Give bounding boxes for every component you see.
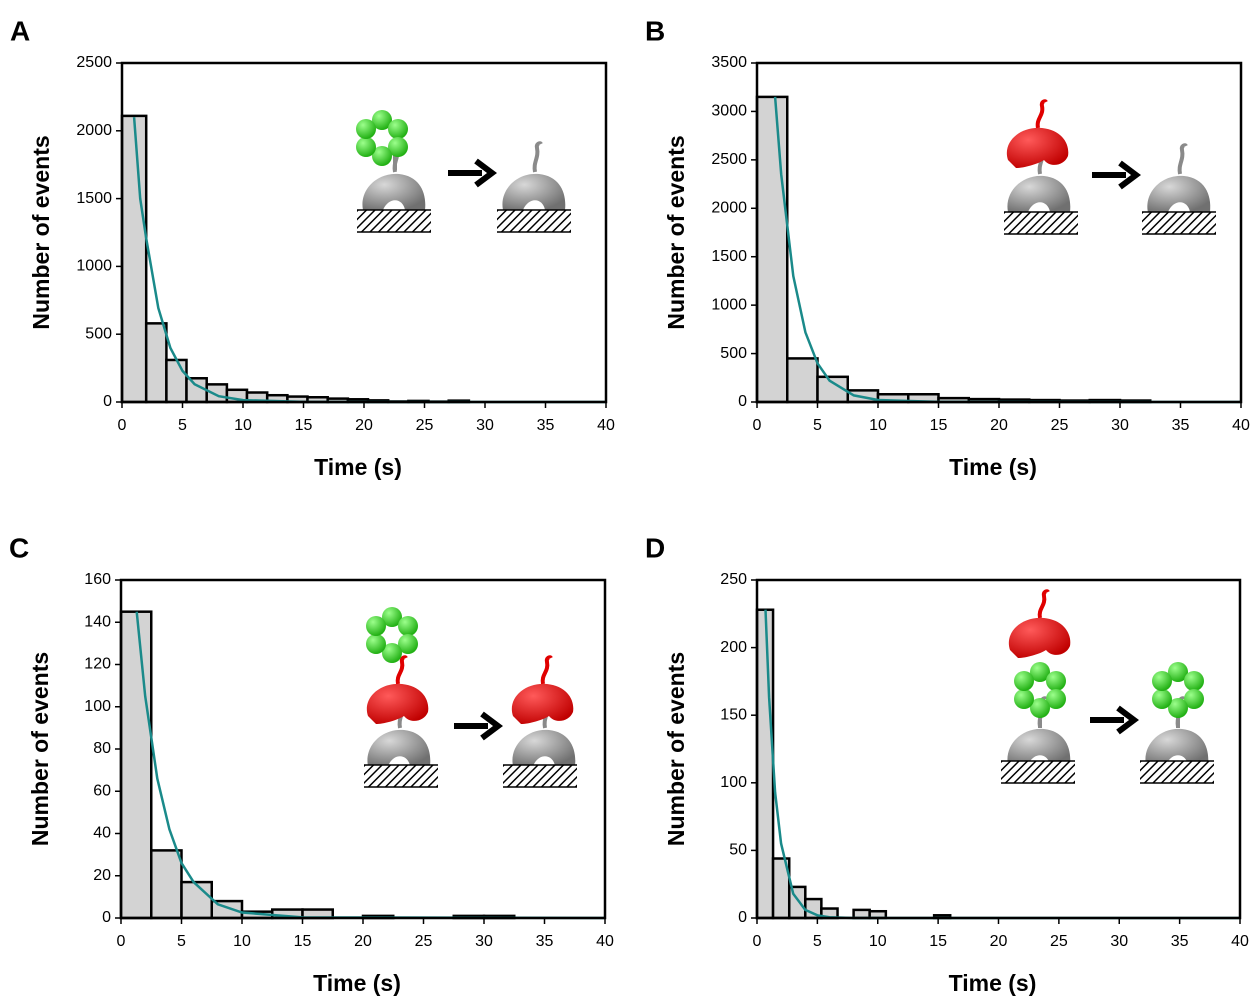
y-tick-label: 1000: [76, 258, 112, 275]
x-tick-label: 10: [233, 933, 251, 950]
x-tick-label: 15: [294, 933, 312, 950]
histogram-bar: [207, 384, 227, 402]
histogram-bar: [151, 850, 181, 918]
y-tick-label: 3000: [711, 103, 747, 120]
panel-label: B: [645, 15, 665, 46]
x-tick-label: 10: [234, 417, 252, 434]
y-tick-label: 100: [84, 698, 111, 715]
x-tick-label: 30: [1110, 933, 1128, 950]
y-tick-label: 150: [720, 706, 747, 723]
fit-curve: [775, 97, 1241, 402]
histogram-bar: [121, 612, 151, 918]
x-tick-label: 0: [753, 417, 762, 434]
schematic-a: [356, 110, 571, 232]
y-tick-label: 0: [738, 909, 747, 926]
y-tick-label: 60: [93, 782, 111, 799]
x-tick-label: 35: [537, 417, 555, 434]
x-tick-label: 40: [596, 933, 614, 950]
x-axis-label: Time (s): [313, 970, 401, 996]
x-tick-label: 40: [1231, 933, 1249, 950]
x-tick-label: 35: [1172, 417, 1190, 434]
x-tick-label: 30: [476, 417, 494, 434]
x-tick-label: 10: [869, 933, 887, 950]
x-tick-label: 5: [177, 933, 186, 950]
histogram-bar: [182, 882, 212, 918]
x-tick-label: 5: [813, 933, 822, 950]
x-tick-label: 20: [354, 933, 372, 950]
y-tick-label: 160: [84, 571, 111, 588]
histogram-bar: [757, 610, 773, 918]
x-tick-label: 5: [178, 417, 187, 434]
x-tick-label: 30: [1111, 417, 1129, 434]
y-tick-label: 20: [93, 867, 111, 884]
y-tick-label: 140: [84, 613, 111, 630]
chart-panel: A 0 5 10 15 20 25 30 35 40 0 500 1000 1500 2000 2500 Tim…: [10, 15, 615, 480]
x-tick-label: 20: [355, 417, 373, 434]
y-tick-label: 0: [102, 909, 111, 926]
y-tick-label: 500: [85, 325, 112, 342]
histogram-bar: [186, 378, 206, 402]
y-tick-label: 50: [729, 842, 747, 859]
x-tick-label: 30: [475, 933, 493, 950]
y-tick-label: 3500: [711, 54, 747, 71]
x-tick-label: 20: [990, 933, 1008, 950]
x-tick-label: 35: [1171, 933, 1189, 950]
y-tick-label: 1000: [711, 296, 747, 313]
x-tick-label: 15: [295, 417, 313, 434]
x-tick-label: 5: [813, 417, 822, 434]
y-tick-label: 0: [103, 393, 112, 410]
y-tick-label: 500: [720, 345, 747, 362]
x-tick-label: 15: [930, 417, 948, 434]
schematic-b: [1004, 101, 1216, 234]
panel-label: C: [9, 532, 29, 563]
y-tick-label: 1500: [711, 248, 747, 265]
x-tick-label: 25: [415, 933, 433, 950]
x-tick-label: 25: [416, 417, 434, 434]
y-tick-label: 40: [93, 825, 111, 842]
y-tick-label: 2000: [76, 122, 112, 139]
x-tick-label: 20: [990, 417, 1008, 434]
x-tick-label: 25: [1051, 417, 1069, 434]
x-axis-label: Time (s): [949, 970, 1037, 996]
y-tick-label: 2500: [76, 54, 112, 71]
x-tick-label: 15: [929, 933, 947, 950]
y-axis-label: Number of events: [28, 135, 54, 329]
y-tick-label: 2500: [711, 151, 747, 168]
y-tick-label: 250: [720, 571, 747, 588]
x-axis-label: Time (s): [314, 454, 402, 480]
panel-label: D: [645, 532, 665, 563]
histogram-bar: [166, 360, 186, 402]
y-tick-label: 2000: [711, 200, 747, 217]
y-tick-label: 120: [84, 656, 111, 673]
y-tick-label: 80: [93, 740, 111, 757]
x-tick-label: 0: [118, 417, 127, 434]
histogram-bar: [787, 358, 817, 402]
schematic-d: [1001, 591, 1214, 783]
y-tick-label: 100: [720, 774, 747, 791]
x-tick-label: 40: [597, 417, 615, 434]
x-tick-label: 0: [117, 933, 126, 950]
y-tick-label: 1500: [76, 190, 112, 207]
y-tick-label: 0: [738, 393, 747, 410]
y-axis-label: Number of events: [663, 135, 689, 329]
x-tick-label: 10: [869, 417, 887, 434]
y-axis-label: Number of events: [27, 652, 53, 846]
y-tick-label: 200: [720, 639, 747, 656]
schematic-c: [364, 607, 577, 787]
chart-panel: B 0 5 10 15 20 25 30 35 40 0 500 1000 1500 2000 2500 300…: [645, 15, 1250, 480]
x-tick-label: 40: [1232, 417, 1250, 434]
histogram-bar: [146, 323, 166, 402]
histogram-bar: [757, 97, 787, 402]
histogram-bar: [122, 116, 146, 402]
x-tick-label: 0: [753, 933, 762, 950]
panel-label: A: [10, 15, 30, 46]
x-tick-label: 35: [536, 933, 554, 950]
y-axis-label: Number of events: [663, 652, 689, 846]
x-axis-label: Time (s): [949, 454, 1037, 480]
x-tick-label: 25: [1050, 933, 1068, 950]
